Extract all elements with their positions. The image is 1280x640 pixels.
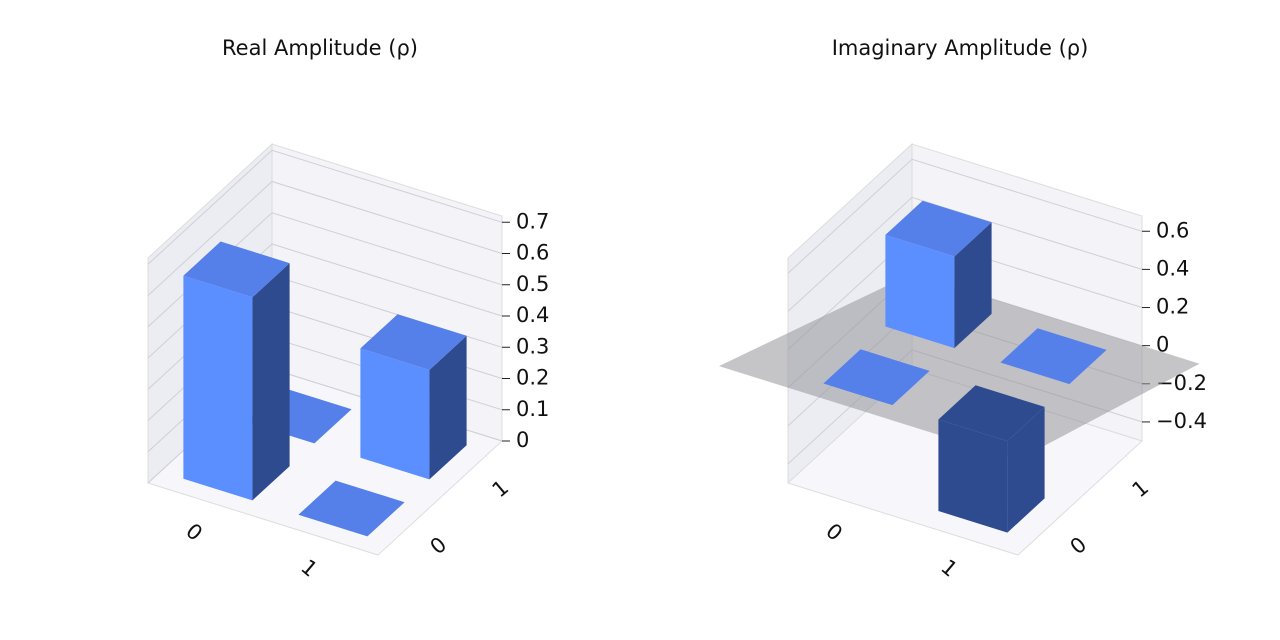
chart-title: Real Amplitude (ρ) <box>222 36 418 60</box>
grid-line <box>147 149 503 265</box>
z-tick-label: 0.2 <box>1156 295 1189 319</box>
bar-top <box>1000 328 1107 385</box>
grid-line <box>147 180 503 296</box>
bar-side <box>252 263 290 501</box>
bar-front <box>360 348 430 480</box>
y-tick-label: 0 <box>426 532 452 559</box>
z-tick-label: 0 <box>516 428 529 452</box>
grid-line <box>787 158 1143 274</box>
subplot: Imaginary Amplitude (ρ)−0.4−0.200.20.40.… <box>719 36 1207 582</box>
bar-front <box>938 419 1008 533</box>
subplot: Real Amplitude (ρ) 0 0.1 0.2 0.3 0.4 0.5 0.6 0.7… <box>147 36 549 582</box>
bar-front <box>183 275 253 501</box>
bar-top <box>938 385 1045 442</box>
y-tick-label: 0 <box>1066 532 1092 559</box>
grid-line <box>787 196 1143 312</box>
z-tick-label: 0.3 <box>516 334 549 358</box>
bar-front <box>885 234 955 349</box>
bar-side <box>1007 406 1045 533</box>
z-tick-label: 0.1 <box>516 397 549 421</box>
z-tick-label: −0.4 <box>1156 409 1207 433</box>
bar-top <box>885 200 992 257</box>
z-tick-label: 0.6 <box>516 241 549 265</box>
bar-side <box>429 335 467 480</box>
x-tick-label: 1 <box>296 555 322 582</box>
bar-top <box>823 349 930 406</box>
x-tick-label: 0 <box>181 519 207 546</box>
z-tick-label: 0.7 <box>516 209 549 233</box>
z-tick-label: 0 <box>1156 333 1169 357</box>
x-tick-label: 1 <box>936 555 962 582</box>
chart-title: Imaginary Amplitude (ρ) <box>832 36 1089 60</box>
z-tick-label: 0.4 <box>1156 256 1189 280</box>
z-tick-label: 0.2 <box>516 366 549 390</box>
bar-top <box>360 314 467 370</box>
y-tick-label: 1 <box>1128 475 1154 502</box>
zero-plane <box>719 273 1200 460</box>
z-tick-label: 0.6 <box>1156 218 1189 242</box>
bar-top <box>183 241 290 298</box>
bar-side <box>954 222 992 349</box>
z-tick-label: 0.4 <box>516 303 549 327</box>
y-tick-label: 1 <box>488 475 514 502</box>
z-tick-label: 0.5 <box>516 272 549 296</box>
x-tick-label: 0 <box>821 519 847 546</box>
bar-top <box>298 480 405 537</box>
